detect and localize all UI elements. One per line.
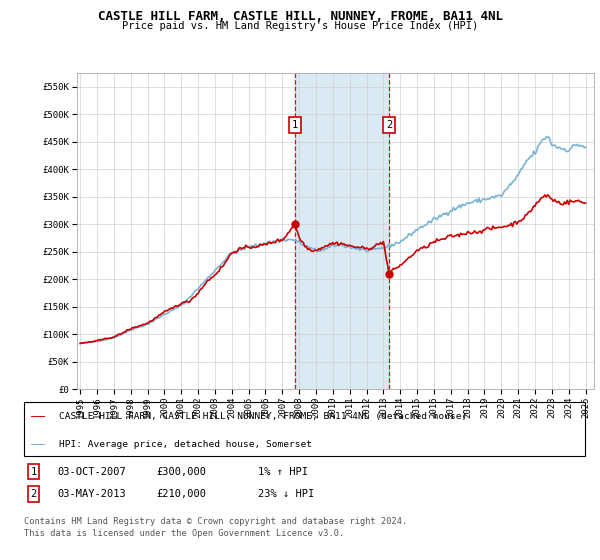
Text: 23% ↓ HPI: 23% ↓ HPI [258, 489, 314, 499]
Text: 1% ↑ HPI: 1% ↑ HPI [258, 466, 308, 477]
Bar [295, 73, 389, 389]
Text: 2: 2 [386, 120, 392, 130]
Text: ——: —— [31, 438, 46, 451]
Text: CASTLE HILL FARM, CASTLE HILL, NUNNEY, FROME, BA11 4NL: CASTLE HILL FARM, CASTLE HILL, NUNNEY, F… [97, 10, 503, 23]
Text: 03-MAY-2013: 03-MAY-2013 [57, 489, 126, 499]
Text: 2: 2 [31, 489, 37, 499]
Text: 1: 1 [292, 120, 298, 130]
Text: HPI: Average price, detached house, Somerset: HPI: Average price, detached house, Some… [59, 440, 312, 449]
Text: This data is licensed under the Open Government Licence v3.0.: This data is licensed under the Open Gov… [24, 529, 344, 538]
Text: 1: 1 [31, 466, 37, 477]
Text: CASTLE HILL FARM, CASTLE HILL, NUNNEY, FROME, BA11 4NL (detached house): CASTLE HILL FARM, CASTLE HILL, NUNNEY, F… [59, 412, 467, 421]
Text: £210,000: £210,000 [156, 489, 206, 499]
Text: £300,000: £300,000 [156, 466, 206, 477]
Text: Contains HM Land Registry data © Crown copyright and database right 2024.: Contains HM Land Registry data © Crown c… [24, 517, 407, 526]
Text: ——: —— [31, 410, 46, 423]
Text: 03-OCT-2007: 03-OCT-2007 [57, 466, 126, 477]
Text: Price paid vs. HM Land Registry's House Price Index (HPI): Price paid vs. HM Land Registry's House … [122, 21, 478, 31]
